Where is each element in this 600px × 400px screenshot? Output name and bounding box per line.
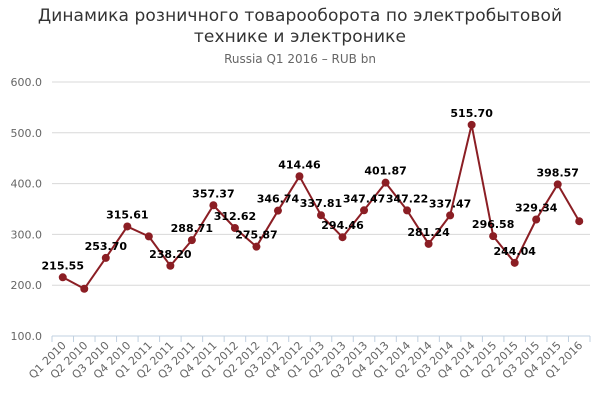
data-label: 215.55	[42, 259, 84, 272]
data-label: 244.04	[493, 245, 536, 258]
data-label: 238.20	[149, 248, 192, 261]
data-label: 253.70	[85, 240, 128, 253]
data-point	[252, 242, 261, 251]
data-point	[489, 232, 498, 241]
data-label: 337.81	[300, 197, 342, 210]
data-point	[553, 180, 562, 189]
chart-title-line-1: Динамика розничного товарооборота по эле…	[37, 6, 563, 26]
data-point	[58, 273, 67, 282]
data-label: 329.34	[515, 201, 558, 214]
data-point	[575, 217, 584, 226]
y-tick-label: 300.0	[11, 228, 43, 241]
data-point	[80, 284, 89, 293]
data-label: 296.58	[472, 218, 514, 231]
data-point	[187, 236, 196, 245]
data-point	[510, 258, 519, 267]
data-point	[467, 120, 476, 129]
data-label: 398.57	[536, 166, 578, 179]
y-tick-label: 100.0	[11, 330, 43, 343]
data-point	[123, 222, 132, 231]
y-tick-label: 600.0	[11, 76, 43, 89]
data-point	[317, 211, 325, 220]
data-point	[381, 178, 390, 187]
data-label: 288.71	[171, 222, 213, 235]
data-label: 414.46	[278, 158, 321, 171]
y-tick-label: 400.0	[11, 178, 43, 191]
data-label: 312.62	[214, 210, 256, 223]
data-label: 515.70	[450, 107, 493, 120]
data-label: 337.47	[429, 197, 471, 210]
data-point	[360, 206, 369, 215]
data-label: 294.46	[321, 219, 364, 232]
data-point	[230, 223, 239, 232]
data-label: 401.87	[364, 165, 406, 178]
data-point	[101, 253, 110, 262]
data-label: 347.22	[386, 192, 428, 205]
data-label: 347.47	[343, 192, 385, 205]
grid-lines	[52, 81, 590, 286]
data-label: 315.61	[106, 208, 148, 221]
data-point	[424, 239, 433, 248]
chart-title: Динамика розничного товарооборота по эле…	[0, 6, 600, 48]
data-point	[209, 201, 218, 210]
data-label: 281.24	[407, 226, 450, 239]
data-point	[403, 206, 412, 215]
data-label: 275.87	[235, 229, 277, 242]
chart-subtitle: Russia Q1 2016 – RUB bn	[224, 52, 376, 66]
data-point	[273, 206, 282, 215]
y-axis-tick-labels: 100.0 200.0 300.0 400.0 500.0 600.0	[11, 76, 43, 343]
data-point	[166, 261, 175, 270]
data-point	[532, 215, 541, 224]
series-markers	[58, 120, 584, 293]
data-point	[338, 233, 347, 242]
data-label: 357.37	[192, 187, 234, 200]
chart-title-line-2: технике и электронике	[193, 27, 407, 47]
data-point	[295, 172, 304, 181]
data-label: 346.74	[257, 193, 300, 206]
data-point	[446, 211, 455, 220]
y-tick-label: 500.0	[11, 127, 43, 140]
data-point	[144, 232, 153, 241]
x-axis	[51, 335, 591, 342]
y-tick-label: 200.0	[11, 279, 43, 292]
